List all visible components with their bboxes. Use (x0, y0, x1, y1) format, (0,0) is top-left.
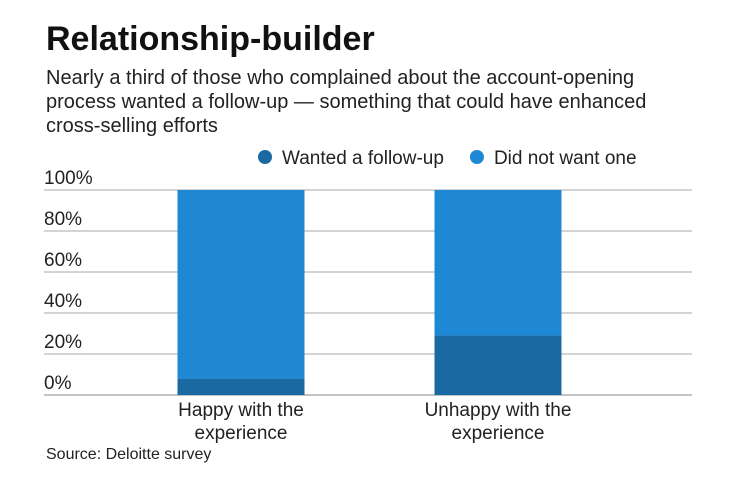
bar-segment (434, 335, 562, 395)
y-tick-label: 40% (44, 291, 82, 312)
bar-segment (434, 190, 562, 336)
legend-swatch (469, 150, 484, 164)
y-tick-label: 100% (44, 168, 93, 189)
y-tick-label: 60% (44, 250, 82, 271)
chart-subtitle: Nearly a third of those who complained a… (46, 67, 647, 137)
x-tick-label: Unhappy with the experience (424, 400, 572, 444)
bar-segment (177, 378, 305, 395)
legend-label: Did not want one (494, 148, 637, 169)
y-tick-label: 80% (44, 209, 82, 230)
y-tick-label: 20% (44, 332, 82, 353)
legend-swatch (258, 150, 272, 164)
chart-title: Relationship-builder (46, 20, 375, 58)
source: Source: Deloitte survey (46, 446, 212, 463)
bar-segment (177, 190, 305, 379)
y-tick-label: 0% (44, 373, 72, 394)
x-tick-label: Happy with the experience (178, 400, 304, 444)
legend-label: Wanted a follow-up (282, 148, 444, 169)
